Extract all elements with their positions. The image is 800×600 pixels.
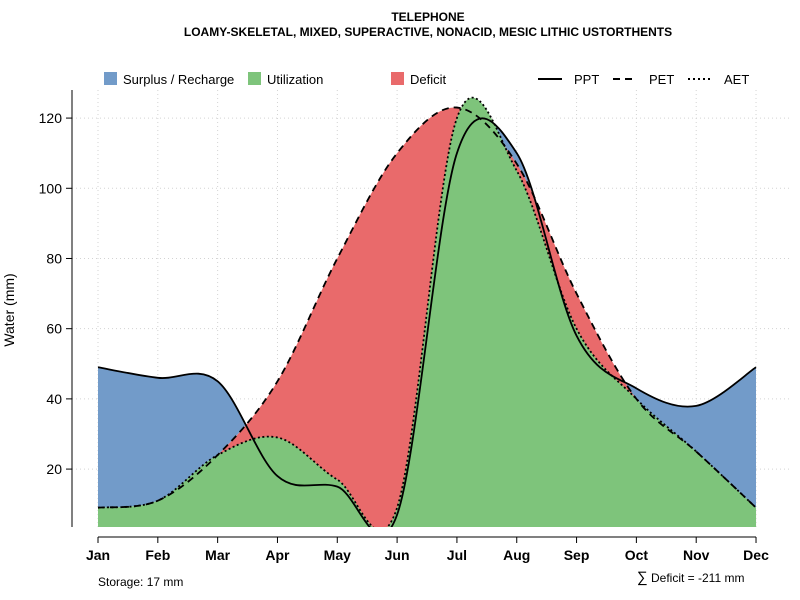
x-tick-label: Mar [205,547,230,563]
legend: Surplus / Recharge Utilization Deficit P… [104,72,749,87]
x-tick-label: Jun [385,547,410,563]
y-tick-label: 80 [46,250,62,266]
legend-label-aet: AET [724,72,749,87]
series-lines [97,96,757,527]
x-tick-label: Jul [447,547,467,563]
deficit-sum-symbol: ∑ [637,569,648,586]
x-tick-label: Sep [564,547,590,563]
chart-subtitle: LOAMY-SKELETAL, MIXED, SUPERACTIVE, NONA… [184,25,672,39]
aet-line [97,96,757,527]
axes: 20 40 60 80 100 120 Jan Feb Mar Apr May Jun Jul Aug Se… [39,90,769,563]
y-tick-label: 40 [46,391,62,407]
y-axis-label: Water (mm) [1,273,17,346]
chart-title: TELEPHONE [391,10,464,24]
legend-label-surplus: Surplus / Recharge [123,72,234,87]
x-tick-label: Jan [86,547,110,563]
legend-swatch-utilization [248,72,261,85]
x-tick-label: May [324,547,351,563]
x-tick-label: Dec [743,547,769,563]
y-tick-label: 60 [46,321,62,337]
deficit-annotation: Deficit = -211 mm [651,571,744,585]
legend-label-utilization: Utilization [267,72,323,87]
storage-annotation: Storage: 17 mm [98,575,183,589]
y-tick-label: 100 [39,180,63,196]
x-tick-label: Feb [145,547,170,563]
legend-label-ppt: PPT [574,72,599,87]
legend-swatch-surplus [104,72,117,85]
legend-label-deficit: Deficit [410,72,447,87]
x-tick-label: Apr [265,547,290,563]
area-fills [98,97,757,527]
y-tick-label: 120 [39,110,63,126]
legend-swatch-deficit [391,72,404,85]
legend-label-pet: PET [649,72,674,87]
x-tick-label: Nov [683,547,710,563]
x-tick-label: Aug [503,547,530,563]
y-tick-label: 20 [46,461,62,477]
x-tick-label: Oct [625,547,649,563]
ppt-line [97,117,757,527]
